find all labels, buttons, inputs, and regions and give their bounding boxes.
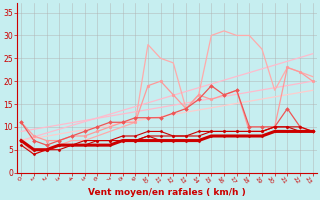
X-axis label: Vent moyen/en rafales ( km/h ): Vent moyen/en rafales ( km/h ) <box>88 188 246 197</box>
